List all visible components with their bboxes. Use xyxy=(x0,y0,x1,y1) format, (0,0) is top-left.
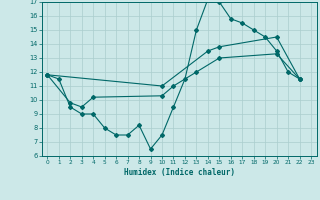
X-axis label: Humidex (Indice chaleur): Humidex (Indice chaleur) xyxy=(124,168,235,177)
